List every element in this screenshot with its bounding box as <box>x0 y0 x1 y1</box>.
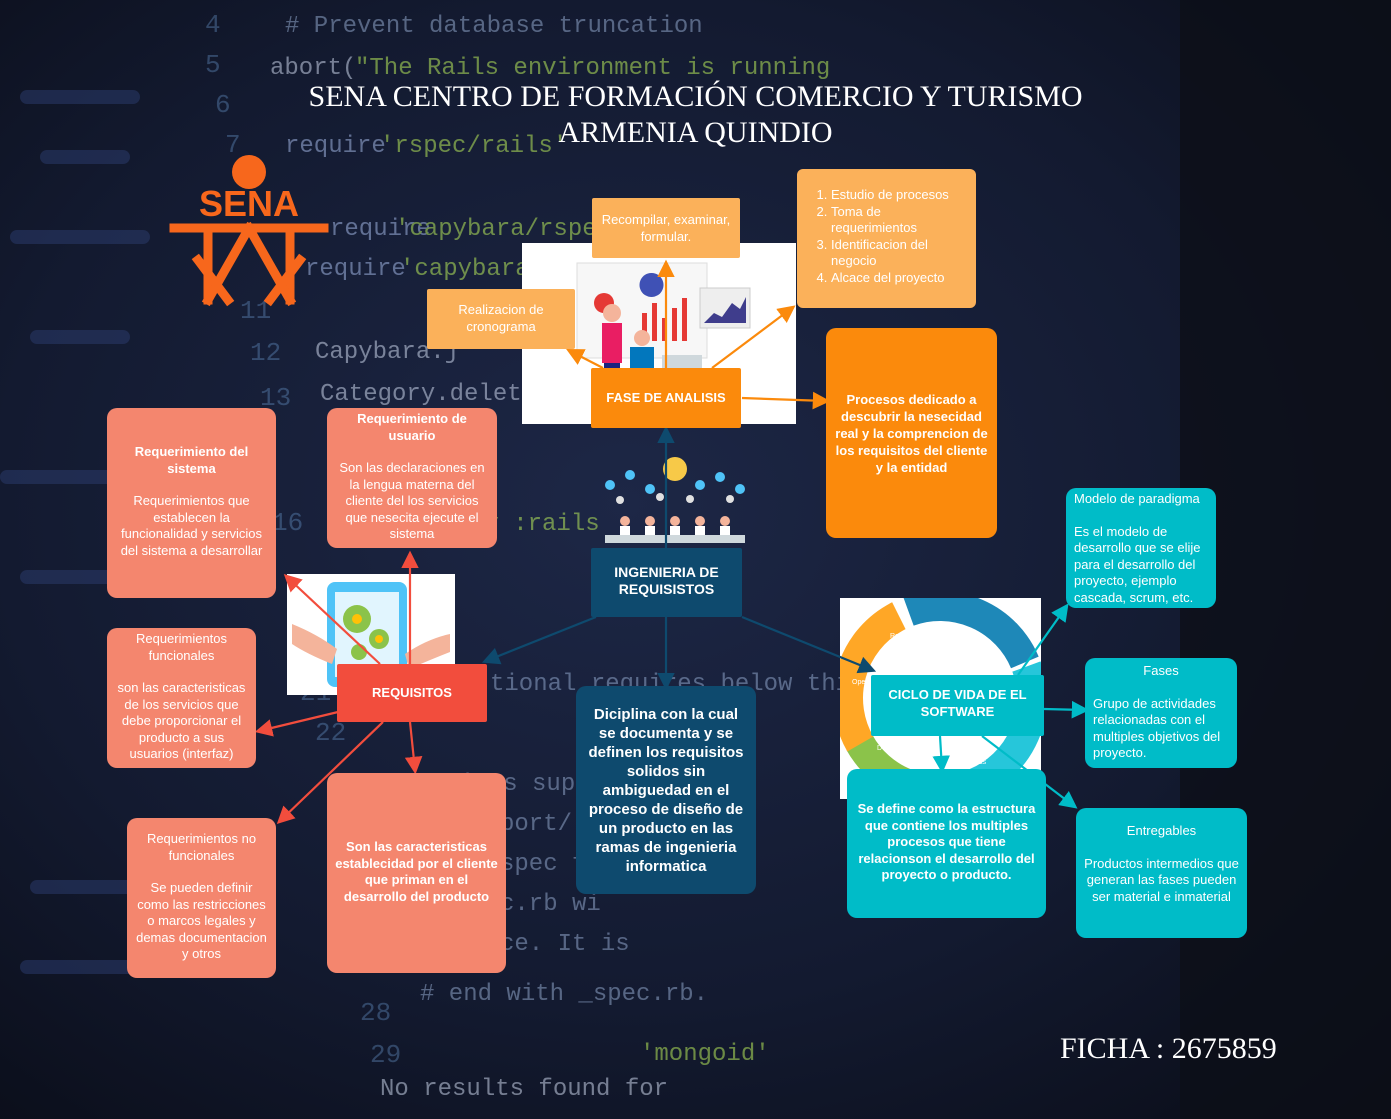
analysis-step: Estudio de procesos <box>831 187 968 204</box>
entregables-box: Entregables Productos intermedios que ge… <box>1076 808 1247 938</box>
fases-desc: Grupo de actividades relacionadas con el… <box>1093 695 1221 761</box>
page-title-line-2: ARMENIA QUINDIO <box>558 116 833 149</box>
analysis-step: Identificacion del negocio <box>831 237 968 270</box>
fases-title: Fases <box>1143 663 1179 678</box>
requisitos-title-box: REQUISITOS <box>337 664 487 722</box>
svg-text:22: 22 <box>315 718 346 748</box>
modelo-paradigma-desc: Es el modelo de desarrollo que se elije … <box>1074 523 1201 605</box>
center-title-box: INGENIERIA DE REQUISISTOS <box>591 548 742 617</box>
sena-logo: SENA <box>169 155 329 307</box>
svg-text:12: 12 <box>250 338 281 368</box>
requerimientos-funcionales-title: Requerimientos funcionales <box>135 631 228 663</box>
entregables-desc: Productos intermedios que generan las fa… <box>1084 855 1239 904</box>
cycle-label-diseno: Diseño <box>973 643 995 650</box>
svg-text:# end with _spec.rb.: # end with _spec.rb. <box>420 981 708 1008</box>
svg-text:abort(: abort( <box>270 55 356 82</box>
analysis-step: Toma de requerimientos <box>831 204 968 237</box>
svg-text:port/: port/ <box>500 811 572 838</box>
analysis-description-box: Procesos dedicado a descubrir la nesecid… <box>826 328 997 538</box>
svg-text:28: 28 <box>360 998 391 1028</box>
svg-text:5: 5 <box>205 50 221 80</box>
svg-text:'rspec/rails': 'rspec/rails' <box>380 133 567 160</box>
svg-text:# Prevent database truncation: # Prevent database truncation <box>285 13 703 40</box>
svg-text:4: 4 <box>205 10 221 40</box>
requerimientos-funcionales-desc: son las caracteristicas de los servicios… <box>117 680 246 761</box>
svg-text:"The Rails environment is runn: "The Rails environment is running <box>355 55 830 82</box>
requerimiento-sistema-box: Requerimiento del sistema Requerimientos… <box>107 408 276 598</box>
requerimientos-no-funcionales-box: Requerimientos no funcionales Se pueden … <box>127 818 276 978</box>
cronograma-box: Realizacion de cronograma <box>427 289 575 349</box>
fases-box: Fases Grupo de actividades relacionadas … <box>1085 658 1237 768</box>
analysis-steps-box: Estudio de procesos Toma de requerimient… <box>797 169 976 308</box>
requerimiento-usuario-box: Requerimiento de usuario Son las declara… <box>327 408 497 548</box>
requerimiento-sistema-title: Requerimiento del sistema <box>134 444 249 476</box>
svg-text:16: 16 <box>272 508 303 538</box>
requerimiento-sistema-desc: Requerimientos que establecen la funcion… <box>120 493 263 558</box>
requerimiento-usuario-title: Requerimiento de usuario <box>357 411 467 443</box>
svg-text:require: require <box>330 216 431 243</box>
ficha-label: FICHA : 2675859 <box>1060 1032 1277 1065</box>
cycle-label-requerimientos: Requerimientos <box>890 633 940 640</box>
svg-text:require: require <box>285 133 386 160</box>
requerimientos-funcionales-box: Requerimientos funcionales son las carac… <box>107 628 256 768</box>
requerimientos-no-funcionales-desc: Se pueden definir como las restricciones… <box>136 880 267 961</box>
cycle-label-oper: Oper <box>852 679 868 686</box>
requerimiento-usuario-desc: Son las declaraciones en la lengua mater… <box>339 460 485 541</box>
svg-text:'capybara/rspec': 'capybara/rspec' <box>395 216 625 243</box>
requisitos-description-box: Son las caracteristicas establecidad por… <box>327 773 506 973</box>
team-network-illustration <box>590 455 760 550</box>
ciclo-description-box: Se define como la estructura que contien… <box>847 769 1046 918</box>
svg-text:6: 6 <box>215 90 231 120</box>
page-title-line-1: SENA CENTRO DE FORMACIÓN COMERCIO Y TURI… <box>308 80 1083 113</box>
svg-text:No results found for: No results found for <box>380 1076 668 1103</box>
svg-text:29: 29 <box>370 1040 401 1070</box>
svg-text:require: require <box>305 256 406 283</box>
cycle-label-despliegue: Despliegue <box>877 745 912 752</box>
svg-text:7: 7 <box>225 130 241 160</box>
recompilar-box: Recompilar, examinar, formular. <box>592 198 740 258</box>
ciclo-title-box: CICLO DE VIDA DE EL SOFTWARE <box>871 675 1044 736</box>
center-definition-box: Diciplina con la cual se documenta y se … <box>576 686 756 894</box>
modelo-paradigma-box: Modelo de paradigma Es el modelo de desa… <box>1066 488 1216 608</box>
svg-text:'mongoid': 'mongoid' <box>640 1041 770 1068</box>
analysis-title-box: FASE DE ANALISIS <box>591 368 741 428</box>
analysis-step: Alcace del proyecto <box>831 270 968 287</box>
sena-logo-text: SENA <box>199 183 299 224</box>
modelo-paradigma-title: Modelo de paradigma <box>1074 491 1200 506</box>
entregables-title: Entregables <box>1126 823 1197 838</box>
svg-text:ce. It is: ce. It is <box>500 931 630 958</box>
svg-text:c.rb wi: c.rb wi <box>500 891 601 918</box>
cycle-label-pruebas: Pruebas <box>960 759 987 766</box>
requerimientos-no-funcionales-title: Requerimientos no funcionales <box>146 831 257 863</box>
